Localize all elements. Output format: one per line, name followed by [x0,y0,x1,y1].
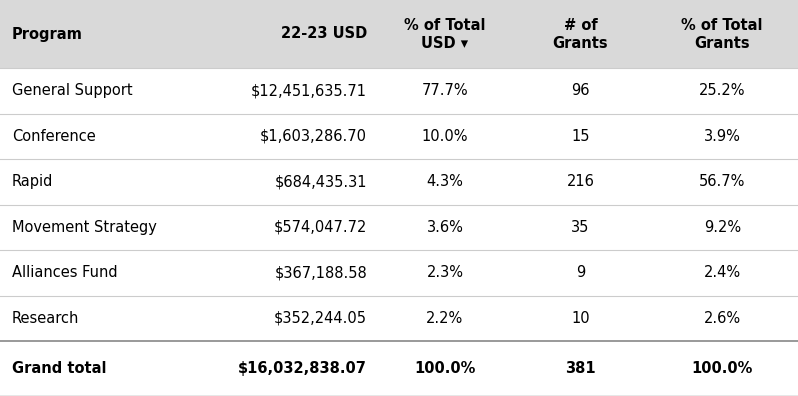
Text: $352,244.05: $352,244.05 [274,311,367,326]
Text: 381: 381 [565,361,596,376]
Text: 2.4%: 2.4% [704,265,741,280]
Text: 2.3%: 2.3% [426,265,464,280]
Text: Program: Program [12,27,83,42]
Text: 10.0%: 10.0% [421,129,468,144]
Text: 2.6%: 2.6% [704,311,741,326]
Text: 9.2%: 9.2% [704,220,741,235]
Text: Movement Strategy: Movement Strategy [12,220,157,235]
Text: 216: 216 [567,174,595,189]
Text: Rapid: Rapid [12,174,53,189]
Text: 3.6%: 3.6% [426,220,464,235]
Text: % of Total
Grants: % of Total Grants [681,17,763,51]
Text: 100.0%: 100.0% [692,361,753,376]
Text: $574,047.72: $574,047.72 [274,220,367,235]
Text: General Support: General Support [12,83,132,98]
Text: 3.9%: 3.9% [704,129,741,144]
Text: Alliances Fund: Alliances Fund [12,265,117,280]
Text: 2.2%: 2.2% [426,311,464,326]
Text: 56.7%: 56.7% [699,174,745,189]
Text: $367,188.58: $367,188.58 [275,265,367,280]
Text: % of Total
USD ▾: % of Total USD ▾ [404,17,486,51]
Text: 77.7%: 77.7% [421,83,468,98]
Text: 4.3%: 4.3% [426,174,464,189]
Text: $1,603,286.70: $1,603,286.70 [260,129,367,144]
Text: 15: 15 [571,129,590,144]
Bar [0,0,798,68]
Text: 9: 9 [576,265,585,280]
Text: 10: 10 [571,311,590,326]
Text: Research: Research [12,311,79,326]
Text: 22-23 USD: 22-23 USD [281,27,367,42]
Text: $16,032,838.07: $16,032,838.07 [239,361,367,376]
Text: # of
Grants: # of Grants [553,17,608,51]
Text: 25.2%: 25.2% [699,83,745,98]
Text: 35: 35 [571,220,590,235]
Text: $684,435.31: $684,435.31 [275,174,367,189]
Text: Grand total: Grand total [12,361,106,376]
Text: $12,451,635.71: $12,451,635.71 [251,83,367,98]
Text: 96: 96 [571,83,590,98]
Text: Conference: Conference [12,129,96,144]
Text: 100.0%: 100.0% [414,361,476,376]
